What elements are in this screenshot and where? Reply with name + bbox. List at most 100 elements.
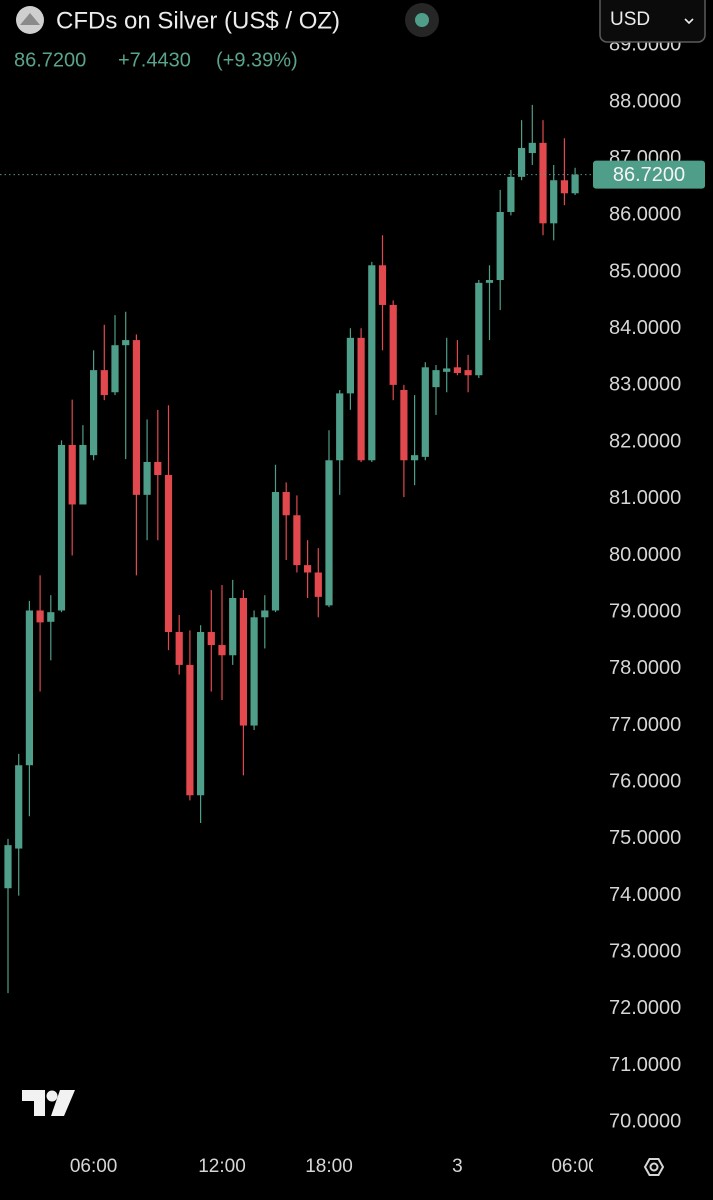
candle-body — [571, 174, 579, 194]
currency-label[interactable]: USD — [610, 9, 650, 30]
candle-body — [4, 845, 12, 889]
plot-area — [4, 104, 579, 994]
candle-body — [464, 370, 472, 376]
candle-body — [368, 265, 376, 461]
candle-body — [304, 565, 312, 573]
candle-body — [36, 610, 44, 623]
candle-body — [475, 282, 483, 376]
settings-button[interactable] — [643, 1158, 665, 1176]
y-tick-label: 72.0000 — [609, 997, 681, 1019]
x-axis: 06:00 12:00 18:00 3 06:00 — [70, 1156, 599, 1177]
candle-body — [90, 370, 98, 456]
candle-body — [539, 142, 547, 224]
candle-body — [453, 367, 461, 373]
x-tick-label: 12:00 — [198, 1156, 246, 1177]
candle-body — [550, 180, 558, 224]
candle-body — [79, 444, 87, 505]
currency-box[interactable] — [599, 0, 706, 43]
candle-body — [346, 337, 354, 394]
chart-title: CFDs on Silver (US$ / OZ) — [56, 7, 340, 34]
candle-body — [314, 572, 322, 597]
y-tick-label: 74.0000 — [609, 884, 681, 906]
last-price: 86.7200 — [14, 49, 86, 71]
candle-body — [528, 142, 536, 154]
x-tick-label: 06:00 — [551, 1156, 599, 1177]
y-tick-label: 79.0000 — [609, 600, 681, 622]
y-tick-label: 82.0000 — [609, 430, 681, 452]
candle-body — [186, 664, 194, 796]
candle-body — [111, 345, 119, 393]
candle-body — [15, 765, 23, 849]
y-tick-label: 80.0000 — [609, 544, 681, 566]
candle-body — [336, 393, 344, 461]
last-price-tag — [593, 160, 705, 189]
y-tick-label: 84.0000 — [609, 317, 681, 339]
header: CFDs on Silver (US$ / OZ) 86.7200 +7.443… — [14, 3, 439, 71]
candle-body — [282, 492, 290, 516]
candle-body — [496, 211, 504, 281]
candle-body — [207, 632, 215, 646]
candle-body — [261, 610, 269, 618]
candle-body — [143, 461, 151, 495]
candle-body — [197, 632, 205, 796]
y-tick-label: 77.0000 — [609, 714, 681, 736]
candle-body — [560, 180, 568, 194]
y-tick-label: 71.0000 — [609, 1054, 681, 1076]
candle-body — [411, 455, 419, 461]
candle-body — [132, 340, 140, 495]
candle-body — [432, 370, 440, 388]
candle-body — [378, 265, 387, 305]
y-tick-label: 75.0000 — [609, 827, 681, 849]
candle-body — [421, 367, 429, 457]
candle-body — [485, 280, 494, 283]
candle-body — [239, 598, 247, 726]
y-tick-label: 78.0000 — [609, 657, 681, 679]
candle-body — [250, 617, 258, 726]
logo-part — [51, 1090, 75, 1116]
candle-body — [25, 610, 33, 766]
candle-body — [400, 389, 408, 461]
candle-body — [229, 598, 237, 656]
candle-body — [271, 492, 280, 611]
y-tick-label: 81.0000 — [609, 487, 681, 509]
candle-body — [100, 370, 108, 396]
candle-body — [122, 340, 130, 346]
candle-body — [357, 337, 365, 461]
symbol-icon-mark — [20, 13, 40, 25]
status-dot — [415, 13, 429, 27]
dropdown-chevron[interactable] — [684, 18, 694, 25]
logo-part — [46, 1090, 58, 1102]
candle-body — [57, 444, 66, 611]
y-tick-label: 83.0000 — [609, 374, 681, 396]
y-tick-label: 73.0000 — [609, 941, 681, 963]
candle-body — [443, 368, 451, 372]
price-change: +7.4430 — [118, 49, 191, 71]
candle-body — [518, 147, 526, 177]
y-tick-label: 88.0000 — [609, 90, 681, 112]
candle-body — [389, 304, 397, 385]
currency-select[interactable]: USD — [599, 0, 706, 43]
candle-body — [325, 460, 333, 606]
candle-body — [68, 444, 76, 505]
y-tick-label: 85.0000 — [609, 260, 681, 282]
candle-body — [164, 475, 173, 633]
settings-icon-center[interactable] — [649, 1162, 659, 1172]
y-tick-label: 76.0000 — [609, 771, 681, 793]
candle-body — [154, 461, 162, 476]
price-change-percent: (+9.39%) — [216, 49, 298, 71]
candle-body — [175, 632, 183, 665]
y-tick-label: 70.0000 — [609, 1111, 681, 1133]
candle-body — [47, 612, 55, 622]
tradingview-logo — [22, 1090, 75, 1116]
last-price-tag-label: 86.7200 — [613, 164, 685, 186]
x-tick-label: 3 — [452, 1156, 463, 1177]
settings-icon[interactable] — [643, 1158, 665, 1176]
overlay: 86.7200 — [0, 160, 705, 189]
logo-part — [22, 1090, 45, 1116]
x-tick-label: 06:00 — [70, 1156, 118, 1177]
y-tick-label: 86.0000 — [609, 204, 681, 226]
x-tick-label: 18:00 — [305, 1156, 353, 1177]
